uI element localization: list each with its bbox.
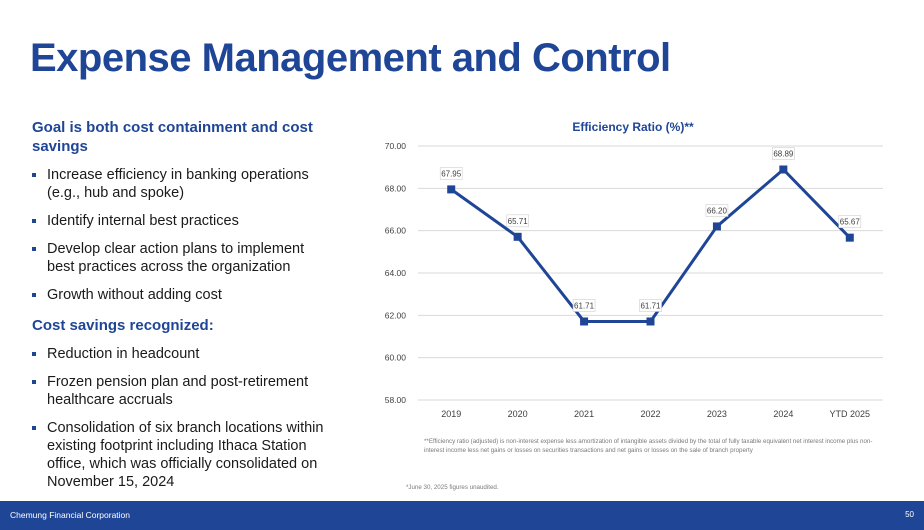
goal-bullet-text: Identify internal best practices — [47, 213, 239, 229]
footer-company-name: Chemung Financial Corporation — [10, 510, 131, 520]
goal-bullet-list: Increase efficiency in banking operation… — [32, 166, 332, 304]
data-label: 61.71 — [640, 301, 661, 310]
data-label: 66.20 — [707, 206, 728, 215]
data-label: 67.95 — [441, 169, 462, 178]
y-tick-label: 60.00 — [385, 353, 407, 363]
goal-bullet: Growth without adding cost — [32, 286, 332, 304]
data-label-box — [506, 214, 529, 228]
data-label: 65.67 — [840, 218, 861, 227]
bullet-square-icon — [32, 247, 36, 251]
y-tick-label: 62.00 — [385, 310, 407, 320]
y-tick-label: 64.00 — [385, 268, 407, 278]
data-point — [447, 185, 456, 194]
bullet-square-icon — [32, 380, 36, 384]
unaudited-footnote: *June 30, 2025 figures unaudited. — [406, 484, 499, 491]
x-tick-label: 2022 — [640, 409, 660, 419]
savings-heading: Cost savings recognized: — [32, 317, 214, 334]
data-label: 61.71 — [574, 301, 595, 310]
slide-title: Expense Management and Control — [30, 36, 671, 80]
bullet-square-icon — [32, 173, 36, 177]
data-label-box — [838, 215, 862, 228]
x-tick-label: 2024 — [773, 409, 793, 419]
bullet-square-icon — [32, 293, 36, 297]
efficiency-ratio-chart: Efficiency Ratio (%)** 58.00 60.00 62.00 64.… — [378, 110, 898, 430]
data-point — [646, 317, 655, 326]
goal-bullet: Increase efficiency in banking operation… — [32, 166, 332, 202]
x-tick-label: YTD 2025 — [830, 409, 871, 419]
y-tick-label: 68.00 — [385, 183, 407, 193]
savings-bullet-text: Frozen pension plan and post-retirement … — [47, 374, 309, 408]
data-point — [845, 233, 854, 242]
data-point — [712, 222, 721, 231]
data-label-box — [772, 147, 795, 160]
efficiency-ratio-chart-svg: Efficiency Ratio (%)** 58.00 60.00 62.00 64.… — [385, 120, 883, 419]
data-label: 65.71 — [508, 217, 529, 226]
y-tick-label: 70.00 — [385, 141, 407, 151]
data-point — [580, 317, 589, 326]
footer-bar: Chemung Financial Corporation 50 — [0, 501, 924, 530]
savings-bullet: Reduction in headcount — [32, 345, 332, 363]
bullet-square-icon — [32, 352, 36, 356]
data-point — [513, 232, 522, 241]
y-tick-label: 66.00 — [385, 226, 407, 236]
savings-bullet-text: Consolidation of six branch locations wi… — [47, 420, 324, 490]
goal-bullet-text: Growth without adding cost — [47, 287, 222, 303]
page-number: 50 — [905, 510, 914, 519]
efficiency-footnote: **Efficiency ratio (adjusted) is non-int… — [424, 438, 873, 454]
data-label-box — [439, 167, 463, 180]
data-label-box — [572, 299, 596, 312]
x-tick-label: 2021 — [574, 409, 594, 419]
goal-bullet-text: Develop clear action plans to implement … — [47, 241, 305, 275]
bullet-square-icon — [32, 426, 36, 430]
data-point — [779, 165, 788, 174]
savings-bullet: Frozen pension plan and post-retirement … — [32, 373, 332, 409]
savings-bullet-list: Reduction in headcount Frozen pension pl… — [32, 345, 332, 491]
goal-bullet: Develop clear action plans to implement … — [32, 240, 332, 276]
bullet-square-icon — [32, 219, 36, 223]
data-label-box — [705, 204, 729, 217]
savings-bullet-text: Reduction in headcount — [47, 346, 200, 362]
goal-heading: Goal is both cost containment and cost s… — [32, 119, 313, 155]
goal-bullet: Identify internal best practices — [32, 212, 332, 230]
x-tick-label: 2023 — [707, 409, 727, 419]
x-tick-label: 2019 — [441, 409, 461, 419]
y-tick-label: 58.00 — [385, 395, 407, 405]
left-column: Goal is both cost containment and cost s… — [32, 118, 332, 501]
goal-bullet-text: Increase efficiency in banking operation… — [47, 167, 309, 201]
chart-title: Efficiency Ratio (%)** — [572, 120, 694, 134]
series-line — [450, 167, 851, 323]
x-tick-label: 2020 — [508, 409, 528, 419]
savings-bullet: Consolidation of six branch locations wi… — [32, 419, 332, 491]
data-label-box — [639, 299, 662, 312]
data-label: 68.89 — [773, 149, 794, 158]
